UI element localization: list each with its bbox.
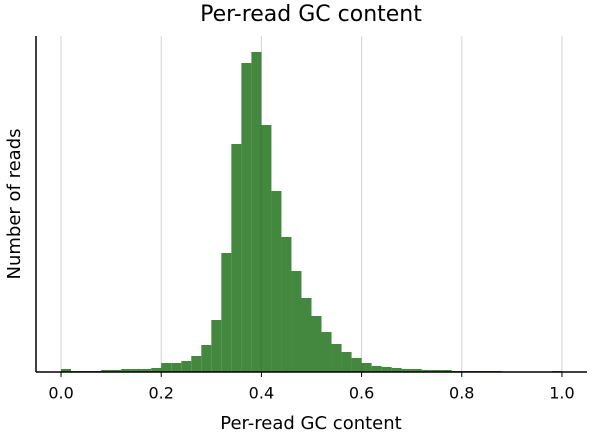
bar bbox=[111, 370, 122, 372]
y-axis-label: Number of reads bbox=[4, 128, 25, 279]
bar bbox=[401, 369, 412, 372]
bar bbox=[261, 125, 272, 372]
bar bbox=[171, 363, 182, 372]
bar bbox=[411, 369, 422, 372]
x-tick-label: 0.2 bbox=[149, 384, 174, 403]
bar bbox=[101, 370, 112, 372]
bar bbox=[251, 52, 262, 372]
bar bbox=[271, 191, 282, 372]
bar bbox=[191, 356, 202, 372]
bar bbox=[281, 237, 292, 372]
bar bbox=[341, 352, 352, 372]
bar bbox=[421, 370, 432, 372]
bar bbox=[301, 298, 312, 372]
x-tick-label: 0.0 bbox=[48, 384, 73, 403]
bar bbox=[361, 363, 372, 372]
bar bbox=[311, 316, 322, 372]
bar bbox=[351, 358, 362, 372]
x-tick-label: 0.4 bbox=[249, 384, 274, 403]
bar bbox=[231, 144, 242, 372]
x-tick-label: 1.0 bbox=[549, 384, 574, 403]
bar bbox=[321, 332, 332, 372]
bar bbox=[291, 271, 302, 372]
bar bbox=[181, 361, 192, 372]
bar bbox=[331, 344, 342, 372]
bar bbox=[241, 63, 252, 372]
bar bbox=[381, 367, 392, 372]
chart-title: Per-read GC content bbox=[200, 2, 422, 27]
bar bbox=[141, 369, 152, 372]
x-axis-label: Per-read GC content bbox=[220, 413, 401, 434]
bar bbox=[211, 320, 222, 372]
bar bbox=[121, 369, 132, 372]
bar bbox=[221, 253, 232, 372]
bar bbox=[61, 369, 72, 372]
bar bbox=[201, 345, 212, 372]
bar bbox=[151, 368, 162, 372]
bar bbox=[131, 369, 142, 372]
bar bbox=[391, 368, 402, 372]
bar bbox=[431, 370, 442, 372]
x-tick-label: 0.6 bbox=[349, 384, 374, 403]
bar bbox=[371, 366, 382, 372]
bar bbox=[161, 363, 172, 372]
x-tick-label: 0.8 bbox=[449, 384, 474, 403]
bar bbox=[441, 370, 452, 372]
